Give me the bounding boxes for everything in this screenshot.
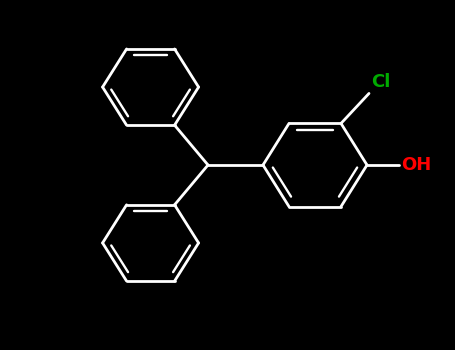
Text: Cl: Cl [371, 74, 390, 91]
Text: OH: OH [401, 156, 431, 174]
